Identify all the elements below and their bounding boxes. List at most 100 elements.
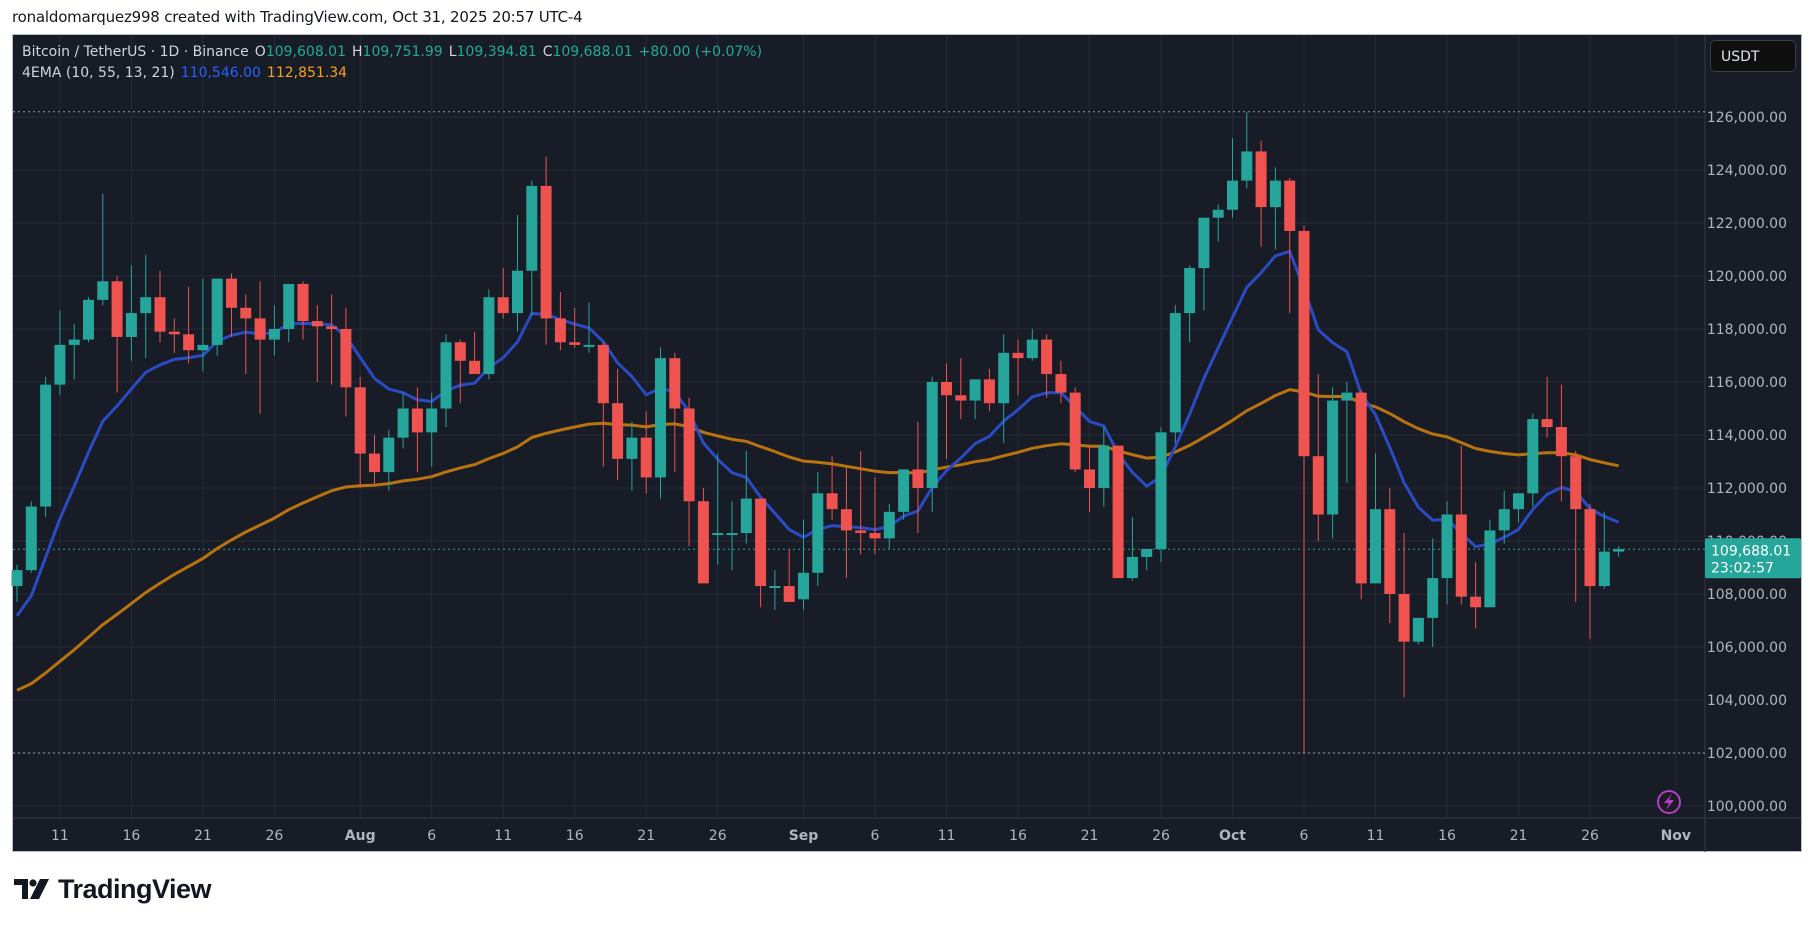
currency-button[interactable]: USDT — [1710, 40, 1796, 72]
candle-up[interactable] — [1613, 548, 1625, 552]
candle-up[interactable] — [383, 437, 395, 473]
candle-down[interactable] — [168, 331, 180, 335]
candle-up[interactable] — [1269, 180, 1281, 208]
candle-down[interactable] — [783, 586, 795, 602]
candle-up[interactable] — [1227, 180, 1238, 210]
candle-up[interactable] — [740, 498, 752, 534]
candle-up[interactable] — [1513, 493, 1524, 510]
candle-up[interactable] — [25, 506, 37, 571]
candle-up[interactable] — [769, 586, 781, 589]
candle-up[interactable] — [655, 358, 666, 478]
candle-down[interactable] — [755, 498, 767, 587]
candle-down[interactable] — [254, 318, 266, 340]
candle-down[interactable] — [554, 318, 566, 343]
candle-down[interactable] — [1112, 445, 1124, 579]
candle-up[interactable] — [1169, 313, 1181, 433]
candle-up[interactable] — [1141, 548, 1153, 557]
candle-down[interactable] — [683, 408, 695, 502]
candle-up[interactable] — [512, 270, 523, 314]
candle-down[interactable] — [1455, 514, 1467, 597]
candle-up[interactable] — [1441, 514, 1453, 579]
candle-down[interactable] — [1384, 509, 1396, 594]
candle-down[interactable] — [840, 509, 852, 531]
candle-down[interactable] — [569, 342, 581, 345]
candle-up[interactable] — [812, 493, 824, 573]
candle-down[interactable] — [612, 403, 624, 459]
indicator-label[interactable]: 4EMA (10, 55, 13, 21) — [22, 65, 175, 81]
candle-up[interactable] — [898, 469, 910, 512]
candle-down[interactable] — [1570, 456, 1582, 510]
candle-up[interactable] — [397, 408, 409, 438]
candle-up[interactable] — [1126, 556, 1138, 579]
candle-down[interactable] — [111, 281, 123, 337]
candle-down[interactable] — [1084, 469, 1095, 488]
candle-down[interactable] — [340, 329, 352, 388]
candle-up[interactable] — [125, 313, 137, 337]
candle-down[interactable] — [1041, 339, 1053, 375]
candle-down[interactable] — [1584, 509, 1596, 587]
candle-up[interactable] — [97, 281, 109, 300]
candle-up[interactable] — [40, 384, 52, 507]
candle-down[interactable] — [1398, 594, 1410, 642]
candle-up[interactable] — [283, 283, 295, 329]
candle-down[interactable] — [1255, 151, 1267, 208]
candle-up[interactable] — [969, 379, 981, 401]
candle-down[interactable] — [183, 334, 195, 351]
candle-down[interactable] — [826, 493, 838, 510]
candle-up[interactable] — [1098, 445, 1110, 488]
candle-down[interactable] — [154, 297, 166, 332]
candle-up[interactable] — [1212, 209, 1224, 218]
candle-down[interactable] — [411, 408, 423, 433]
symbol-label[interactable]: Bitcoin / TetherUS · 1D · Binance — [22, 44, 249, 60]
candle-up[interactable] — [1527, 419, 1539, 494]
candle-down[interactable] — [1555, 427, 1567, 457]
candle-down[interactable] — [1284, 180, 1296, 231]
candle-up[interactable] — [1427, 578, 1439, 618]
candle-down[interactable] — [1069, 392, 1081, 470]
candle-down[interactable] — [1312, 456, 1324, 515]
candle-down[interactable] — [1012, 352, 1024, 359]
candle-up[interactable] — [1327, 400, 1339, 515]
candle-up[interactable] — [268, 329, 280, 340]
candle-down[interactable] — [869, 533, 881, 539]
candle-up[interactable] — [83, 299, 94, 340]
candle-up[interactable] — [1498, 509, 1510, 531]
candle-up[interactable] — [11, 570, 23, 587]
tradingview-logo[interactable]: TradingView — [14, 874, 212, 905]
candle-down[interactable] — [369, 453, 380, 473]
candle-down[interactable] — [297, 283, 309, 322]
candle-down[interactable] — [697, 501, 709, 584]
candle-up[interactable] — [1598, 551, 1610, 587]
candle-down[interactable] — [1298, 230, 1310, 457]
candle-down[interactable] — [1470, 596, 1482, 608]
candle-up[interactable] — [883, 511, 895, 539]
candle-up[interactable] — [583, 344, 595, 347]
candle-up[interactable] — [197, 344, 209, 351]
candle-up[interactable] — [1412, 617, 1424, 642]
candle-down[interactable] — [1055, 374, 1067, 393]
candle-up[interactable] — [726, 533, 738, 536]
candle-up[interactable] — [426, 408, 438, 433]
candle-up[interactable] — [1155, 432, 1167, 549]
candle-up[interactable] — [211, 278, 223, 345]
candle-up[interactable] — [483, 297, 495, 375]
candle-up[interactable] — [54, 344, 66, 385]
candle-down[interactable] — [955, 395, 967, 401]
candle-down[interactable] — [497, 297, 509, 314]
candle-down[interactable] — [640, 437, 652, 478]
candle-down[interactable] — [855, 530, 867, 534]
candle-down[interactable] — [311, 321, 323, 327]
candle-down[interactable] — [540, 185, 552, 319]
candle-up[interactable] — [1370, 509, 1381, 584]
candle-up[interactable] — [1341, 392, 1353, 401]
candle-up[interactable] — [526, 185, 538, 271]
candle-up[interactable] — [1184, 268, 1196, 314]
candle-up[interactable] — [1484, 530, 1496, 608]
candle-down[interactable] — [326, 326, 338, 329]
candle-down[interactable] — [354, 387, 366, 454]
candle-up[interactable] — [1198, 217, 1210, 269]
candle-up[interactable] — [68, 339, 80, 345]
candle-up[interactable] — [140, 297, 152, 314]
candle-down[interactable] — [597, 344, 609, 404]
